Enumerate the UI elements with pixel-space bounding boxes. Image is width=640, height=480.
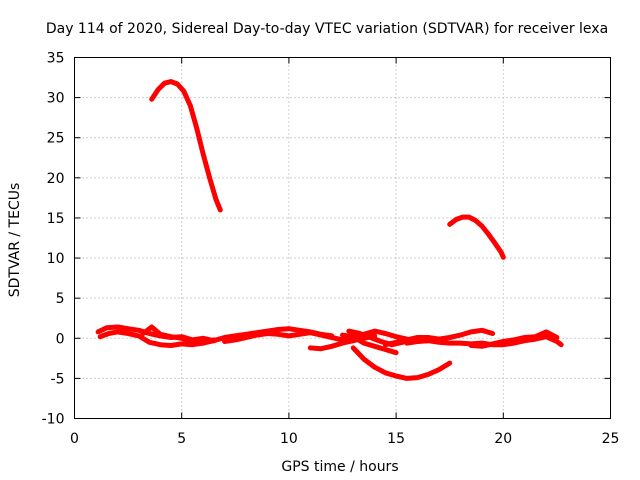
x-axis-label: GPS time / hours [281,459,398,475]
series-line-arc-e [140,324,217,346]
data-series [95,79,564,381]
series-line-arc-h [340,332,399,356]
series-line-arc-m [468,329,560,349]
x-tick-label: 5 [177,431,186,447]
y-tick-label: 25 [47,131,65,147]
y-tick-label: 15 [47,211,65,227]
y-tick-label: 35 [47,51,65,67]
plot-frame [74,57,611,419]
series-line-arc-k [382,327,496,348]
series-line-arc-j [350,345,453,381]
x-tick-label: 25 [602,431,620,447]
axis-ticks [74,57,611,419]
y-axis-label: SDTVAR / TECUs [7,183,23,298]
x-tick-label: 15 [387,431,405,447]
y-tick-label: 10 [47,251,65,267]
grid [74,57,611,419]
series-line-arc-b [447,214,506,260]
y-tick-label: 20 [47,171,65,187]
series-line-arc-f [222,328,410,344]
y-tick-label: -10 [42,412,65,428]
chart-title: Day 114 of 2020, Sidereal Day-to-day VTE… [46,21,608,37]
y-tick-label: 0 [56,331,65,347]
y-tick-label: -5 [51,371,65,387]
series-line-arc-d [97,329,217,348]
x-tick-label: 10 [280,431,298,447]
tick-labels: 0 5 10 15 20 25 -10 -5 0 5 10 15 20 25 30 35 [42,51,620,448]
series-line-arc-a [149,79,223,213]
x-tick-label: 0 [70,431,79,447]
y-tick-label: 30 [47,91,65,107]
series-line-arc-g [307,333,378,352]
y-tick-label: 5 [56,291,65,307]
x-tick-label: 20 [494,431,512,447]
